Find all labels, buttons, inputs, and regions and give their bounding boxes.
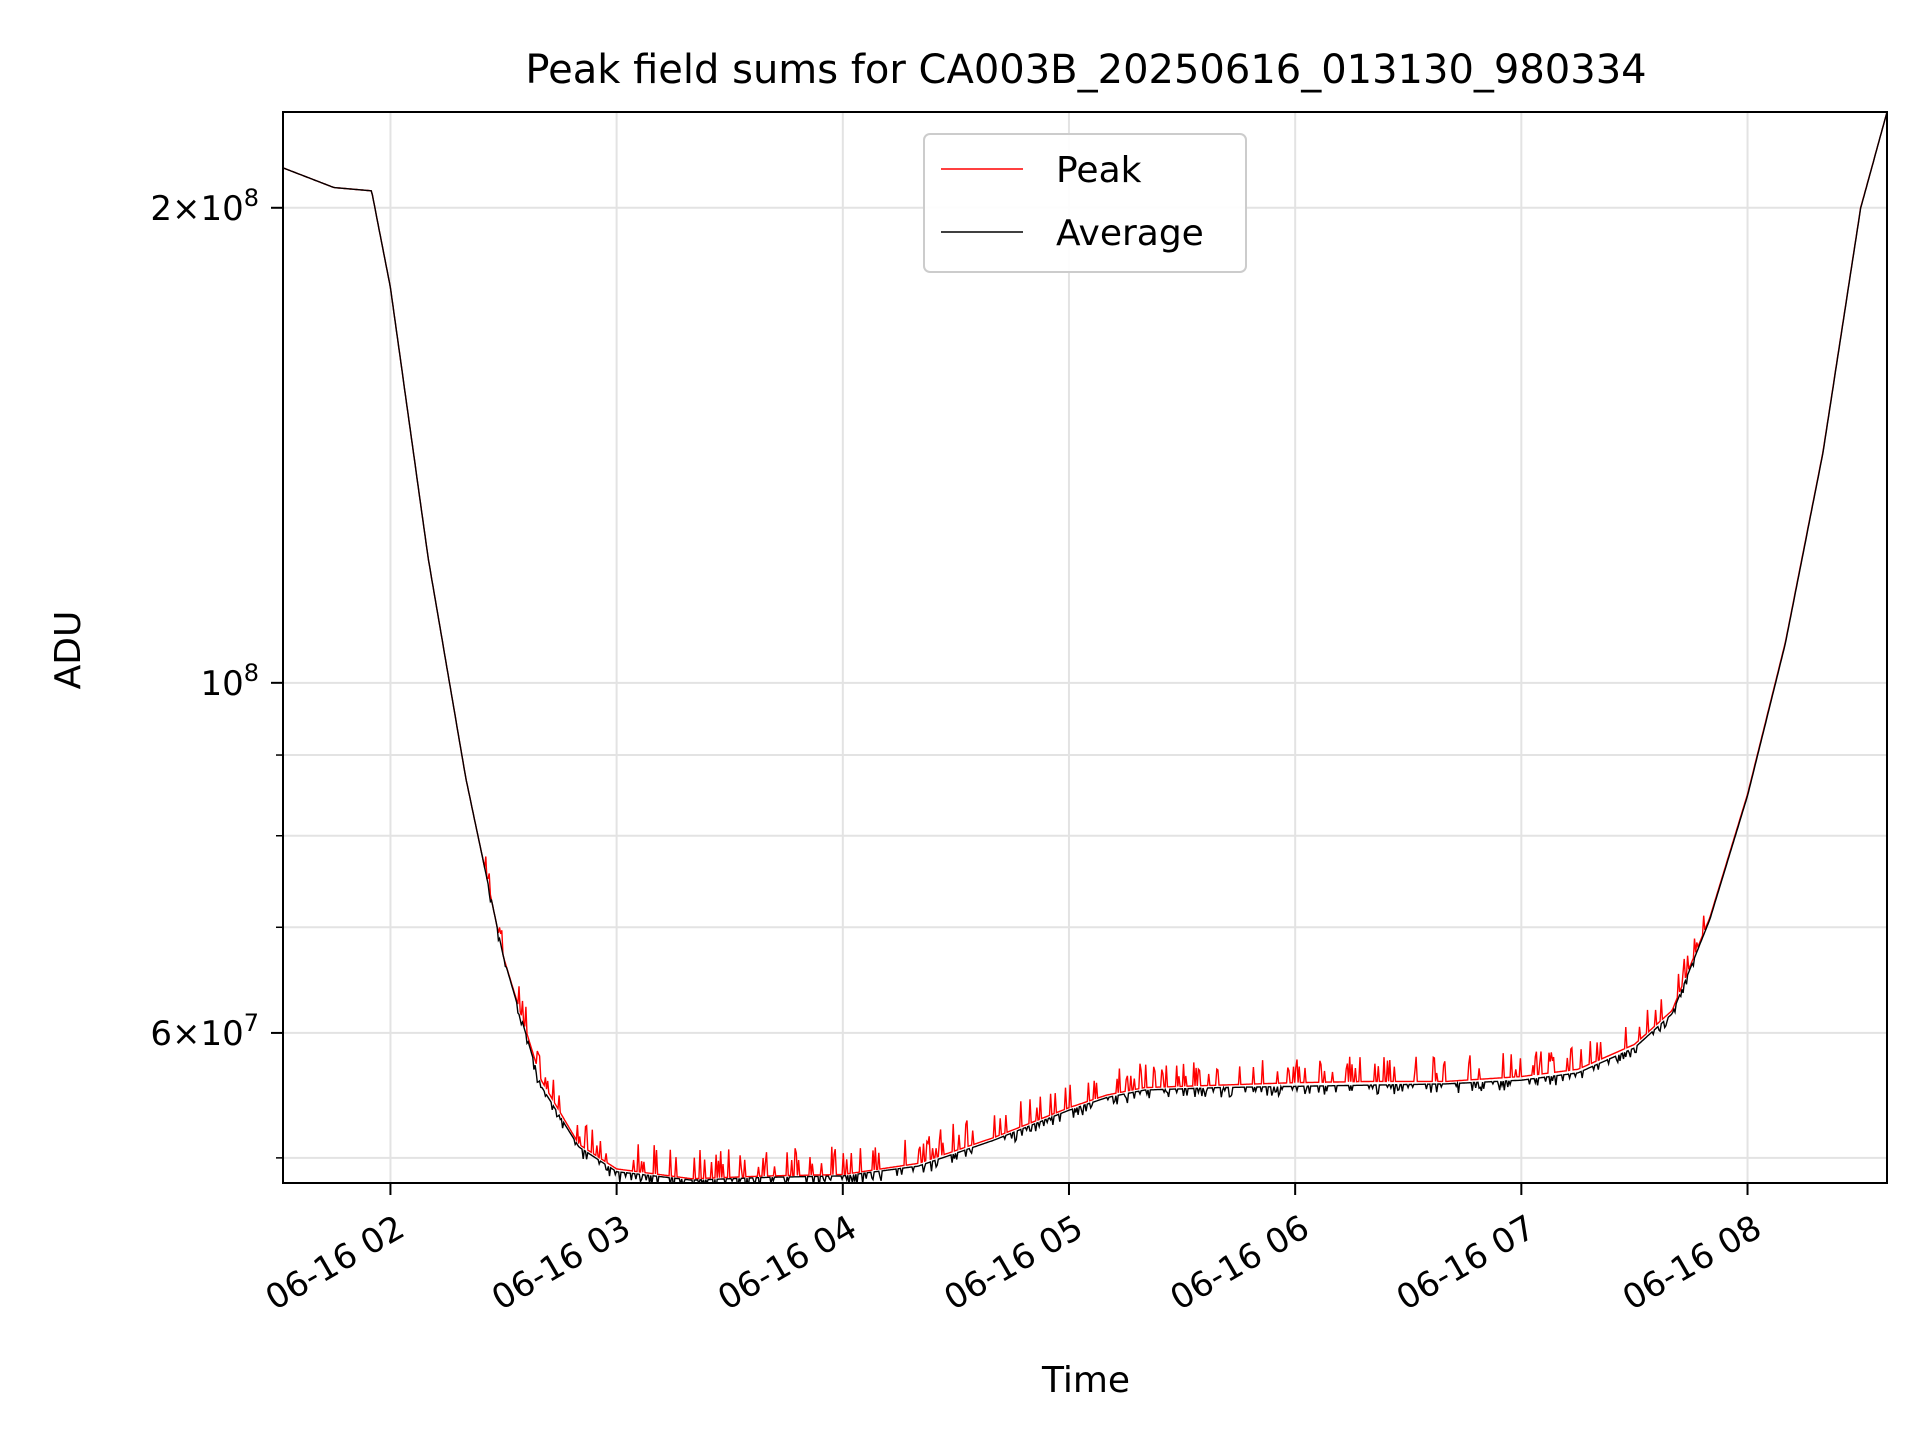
legend: Peak Average xyxy=(923,133,1247,273)
x-tick-label: 06-16 07 xyxy=(1390,1208,1542,1319)
grid xyxy=(283,112,1887,1183)
y-tick-label: 108 xyxy=(200,659,259,704)
plot-series xyxy=(283,112,1887,1183)
x-tick-label: 06-16 04 xyxy=(711,1208,863,1319)
x-axis-label: Time xyxy=(1041,1360,1130,1401)
plot-frame xyxy=(282,111,1888,1184)
series-line-peak xyxy=(283,112,1887,1180)
x-tick-label: 06-16 05 xyxy=(937,1208,1089,1319)
y-tick-label: 2×108 xyxy=(150,184,259,229)
x-tick-label: 06-16 03 xyxy=(485,1208,637,1319)
legend-label-average: Average xyxy=(1056,213,1204,254)
x-tick-label: 06-16 08 xyxy=(1616,1208,1768,1319)
series-line-average xyxy=(283,112,1887,1183)
chart-title: Peak field sums for CA003B_20250616_0131… xyxy=(525,47,1646,93)
legend-label-peak: Peak xyxy=(1056,150,1142,191)
y-tick-label: 6×107 xyxy=(150,1009,259,1054)
y-axis-label: ADU xyxy=(48,611,89,690)
x-tick-label: 06-16 02 xyxy=(259,1208,411,1319)
x-tick-label: 06-16 06 xyxy=(1164,1208,1316,1319)
